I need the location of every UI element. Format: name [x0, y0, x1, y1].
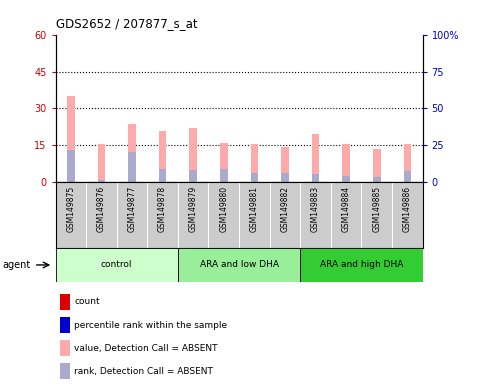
Text: GSM149886: GSM149886 — [403, 186, 412, 232]
Bar — [403, 144, 411, 182]
Bar — [98, 144, 105, 182]
Text: GSM149885: GSM149885 — [372, 186, 381, 232]
Bar — [98, 180, 105, 182]
Bar — [159, 169, 167, 182]
Bar — [178, 248, 300, 282]
Bar — [312, 174, 319, 182]
Bar — [342, 176, 350, 182]
Text: ARA and low DHA: ARA and low DHA — [199, 260, 279, 270]
Bar — [251, 144, 258, 182]
Bar — [220, 143, 227, 182]
Text: percentile rank within the sample: percentile rank within the sample — [74, 321, 227, 329]
Text: rank, Detection Call = ABSENT: rank, Detection Call = ABSENT — [74, 367, 213, 376]
Bar — [67, 96, 75, 182]
Text: GSM149881: GSM149881 — [250, 186, 259, 232]
Text: control: control — [101, 260, 132, 270]
Bar — [60, 294, 70, 310]
Text: GSM149883: GSM149883 — [311, 186, 320, 232]
Text: GSM149884: GSM149884 — [341, 186, 351, 232]
Text: GSM149879: GSM149879 — [189, 186, 198, 232]
Bar — [60, 363, 70, 379]
Bar — [128, 152, 136, 182]
Text: agent: agent — [2, 260, 30, 270]
Bar — [189, 170, 197, 182]
Text: GSM149875: GSM149875 — [66, 186, 75, 232]
Bar — [56, 248, 178, 282]
Bar — [56, 182, 423, 248]
Bar — [189, 128, 197, 182]
Bar — [373, 177, 381, 182]
Text: GDS2652 / 207877_s_at: GDS2652 / 207877_s_at — [56, 17, 197, 30]
Bar — [300, 248, 423, 282]
Bar — [67, 151, 75, 182]
Bar — [281, 147, 289, 182]
Bar — [220, 169, 227, 182]
Text: value, Detection Call = ABSENT: value, Detection Call = ABSENT — [74, 344, 217, 353]
Bar — [251, 172, 258, 182]
Text: GSM149882: GSM149882 — [281, 186, 289, 232]
Bar — [281, 172, 289, 182]
Bar — [159, 131, 167, 182]
Bar — [373, 149, 381, 182]
Text: GSM149878: GSM149878 — [158, 186, 167, 232]
Bar — [60, 340, 70, 356]
Bar — [342, 144, 350, 182]
Bar — [403, 171, 411, 182]
Text: GSM149876: GSM149876 — [97, 186, 106, 232]
Bar — [60, 317, 70, 333]
Text: GSM149880: GSM149880 — [219, 186, 228, 232]
Text: ARA and high DHA: ARA and high DHA — [320, 260, 403, 270]
Bar — [312, 134, 319, 182]
Text: count: count — [74, 298, 99, 306]
Bar — [128, 124, 136, 182]
Text: GSM149877: GSM149877 — [128, 186, 137, 232]
